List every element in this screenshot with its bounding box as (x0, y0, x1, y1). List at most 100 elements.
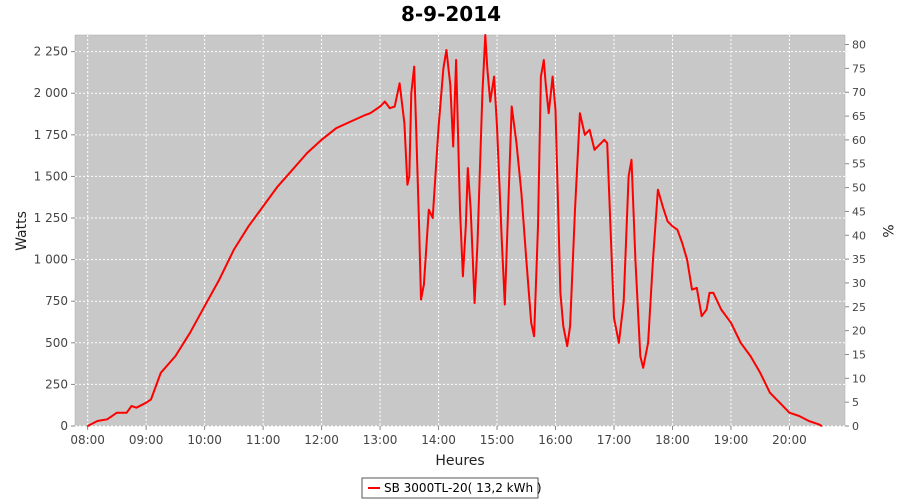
data-point (588, 129, 591, 131)
data-point (484, 34, 487, 36)
data-point (540, 75, 542, 78)
x-tick-label: 18:00 (655, 433, 690, 447)
data-point (445, 49, 448, 51)
data-point (486, 67, 489, 70)
data-point (364, 114, 367, 116)
y2-tick-label: 80 (852, 39, 866, 52)
data-point (189, 332, 191, 334)
x-tick-label: 11:00 (246, 433, 281, 447)
data-point (155, 385, 157, 387)
data-point (398, 82, 401, 85)
x-tick-label: 12:00 (304, 433, 339, 447)
data-point (788, 411, 791, 414)
data-point (613, 317, 615, 319)
data-point (291, 169, 294, 171)
data-point (547, 112, 550, 114)
data-point (350, 120, 352, 123)
data-point (559, 292, 562, 294)
data-point (749, 355, 752, 357)
y-tick-label: 1 500 (34, 169, 68, 183)
data-point (705, 308, 708, 311)
data-point (469, 208, 472, 211)
data-point (408, 175, 411, 178)
data-point (525, 258, 528, 261)
data-point (233, 248, 235, 251)
data-point (507, 192, 510, 194)
data-point (530, 322, 532, 324)
data-point (610, 242, 612, 244)
y2-tick-label: 35 (852, 253, 866, 266)
x-axis: 08:00 09:00 10:00 11:00 12:00 13:00 14:00 15:00… (70, 426, 807, 447)
data-point (420, 298, 422, 301)
data-point (686, 258, 688, 261)
data-point (562, 325, 565, 328)
x-tick-label: 08:00 (70, 433, 105, 447)
data-point (515, 142, 518, 144)
data-point (467, 167, 469, 169)
data-point (817, 423, 820, 426)
data-point (537, 225, 539, 228)
y2-tick-label: 55 (852, 158, 866, 171)
data-point (545, 84, 547, 86)
data-point (671, 225, 674, 228)
data-point (730, 322, 732, 324)
data-point (452, 145, 455, 148)
data-point (403, 122, 406, 124)
data-point (501, 242, 503, 244)
data-point (652, 258, 654, 261)
data-point (86, 425, 89, 427)
y-tick-label: 250 (45, 377, 68, 391)
data-point (533, 335, 535, 338)
data-point (606, 142, 608, 144)
data-point (106, 418, 108, 421)
data-point (428, 208, 430, 211)
data-point (276, 185, 279, 188)
data-point (566, 345, 568, 347)
y2-tick-label: 30 (852, 277, 866, 290)
data-point (203, 305, 206, 308)
x-axis-label: Heures (435, 453, 484, 469)
data-point (593, 149, 596, 151)
data-point (584, 134, 586, 136)
y-tick-label: 750 (45, 294, 68, 308)
legend-label: SB 3000TL-20( 13,2 kWh ) (384, 481, 542, 495)
data-point (708, 292, 711, 294)
data-point (481, 92, 484, 94)
y2-tick-label: 5 (852, 396, 859, 409)
data-point (320, 139, 323, 141)
y2-tick-label: 45 (852, 205, 866, 218)
data-point (431, 217, 434, 219)
y2-tick-label: 15 (852, 348, 866, 361)
y2-tick-label: 40 (852, 229, 866, 242)
y-tick-label: 500 (45, 336, 68, 350)
data-point (174, 355, 177, 357)
data-point (145, 401, 147, 404)
data-point (622, 300, 625, 303)
data-point (634, 258, 637, 261)
y-axis-label: Watts (14, 211, 30, 251)
data-point (247, 225, 250, 228)
data-point (639, 355, 642, 357)
chart-title: 8-9-2014 (401, 2, 501, 26)
data-point (413, 65, 416, 68)
data-point (150, 398, 152, 401)
data-point (618, 342, 620, 344)
x-tick-label: 15:00 (480, 433, 515, 447)
data-point (720, 308, 722, 311)
data-point (579, 112, 581, 114)
data-point (379, 105, 381, 108)
y2-tick-label: 60 (852, 134, 866, 147)
data-point (489, 100, 492, 103)
data-point (798, 415, 800, 417)
y2-tick-label: 75 (852, 62, 866, 75)
data-point (551, 75, 554, 78)
data-point (130, 405, 133, 407)
x-tick-label: 09:00 (129, 433, 164, 447)
y2-tick-label: 65 (852, 110, 866, 123)
data-point (262, 205, 264, 208)
data-point (598, 144, 601, 146)
series-points (86, 34, 823, 427)
data-point (759, 372, 761, 374)
data-point (510, 105, 513, 108)
data-point (504, 303, 506, 306)
